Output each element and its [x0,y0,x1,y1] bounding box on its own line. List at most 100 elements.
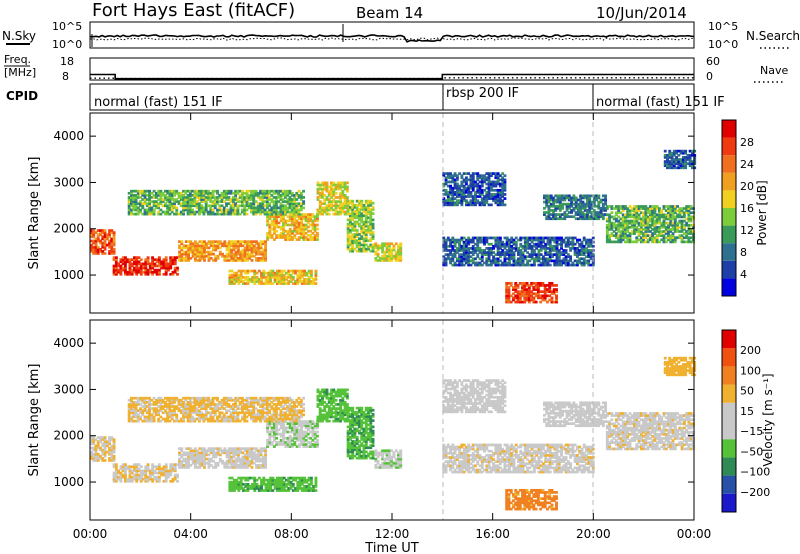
power-cell [599,209,603,212]
power-cell [123,258,127,262]
power-cell [369,224,373,228]
power-cell [268,210,272,214]
power-cell [677,160,681,163]
power-cell [574,206,578,210]
power-cell [180,246,184,250]
power-cell [261,196,265,199]
power-cell [223,256,227,260]
power-cell [187,256,191,260]
power-cell [288,191,292,195]
power-cell [362,239,366,243]
power-cell [200,200,204,203]
power-cell [157,272,161,276]
power-cell [653,240,657,244]
power-cell [503,193,507,196]
power-cell [518,290,522,293]
velocity-cell [112,448,116,452]
power-cell [171,256,175,259]
power-cell [145,204,149,208]
power-cell [485,236,489,240]
power-cell [334,208,338,212]
power-cell [554,217,558,221]
power-cell [108,235,111,239]
power-cell [133,260,136,264]
power-cell [678,225,682,229]
power-cell [330,181,333,185]
velocity-cell [101,457,105,460]
power-cell [541,261,545,265]
power-cell [290,191,294,195]
velocity-cell [184,459,188,463]
power-cell [315,223,319,227]
power-cell [485,247,489,250]
power-cell [191,210,195,214]
power-cell [330,194,333,197]
power-cell [182,196,185,199]
velocity-cell [216,451,220,455]
velocity-cell [212,466,215,469]
power-cell [471,257,475,261]
power-cell [157,204,161,208]
power-cell [343,202,347,206]
power-cell [360,247,364,251]
power-cell [315,217,319,221]
power-cell [693,158,697,161]
power-cell [369,216,373,220]
power-cell [467,253,471,256]
power-cell [159,189,163,193]
power-cell [580,247,584,250]
velocity-cell [268,443,272,446]
power-cell [265,206,269,210]
power-cell [248,244,252,248]
power-cell [200,204,204,208]
power-cell [360,203,364,207]
power-cell [299,198,303,201]
power-cell [229,210,233,214]
power-cell [591,263,595,267]
power-cell [530,244,534,248]
power-cell [592,194,596,198]
power-cell [96,229,100,232]
power-cell [275,225,279,229]
power-cell [655,228,659,231]
power-cell [295,212,299,216]
velocity-cell [225,461,229,465]
power-cell [537,251,541,254]
velocity-cell [180,455,184,459]
power-cell [371,235,375,238]
power-cell [565,209,569,212]
power-cell [442,193,446,196]
velocity-cell [200,447,204,450]
power-cell [566,253,570,256]
power-cell [281,204,285,208]
power-cell [367,199,370,203]
power-cell [288,196,292,199]
power-cell [358,224,361,228]
power-cell [460,255,464,259]
power-cell [687,240,691,244]
power-cell [144,262,148,266]
power-cell [464,251,468,254]
power-cell [543,206,546,210]
power-cell [458,244,462,248]
power-cell [555,236,559,240]
power-cell [184,240,188,243]
power-cell [547,200,551,204]
velocity-cell [160,467,164,471]
power-cell [207,189,210,193]
velocity-cell [212,447,215,450]
power-cell [687,219,691,223]
power-cell [555,300,558,304]
power-cell [478,238,482,242]
power-cell [543,213,546,216]
power-cell [545,211,549,214]
power-cell [264,248,268,252]
power-cell [191,202,195,206]
power-cell [449,259,452,263]
power-cell [143,202,147,206]
power-cell [501,180,505,184]
power-cell [469,240,473,244]
velocity-cell [214,455,218,459]
power-cell [561,202,564,206]
power-cell [512,238,516,242]
